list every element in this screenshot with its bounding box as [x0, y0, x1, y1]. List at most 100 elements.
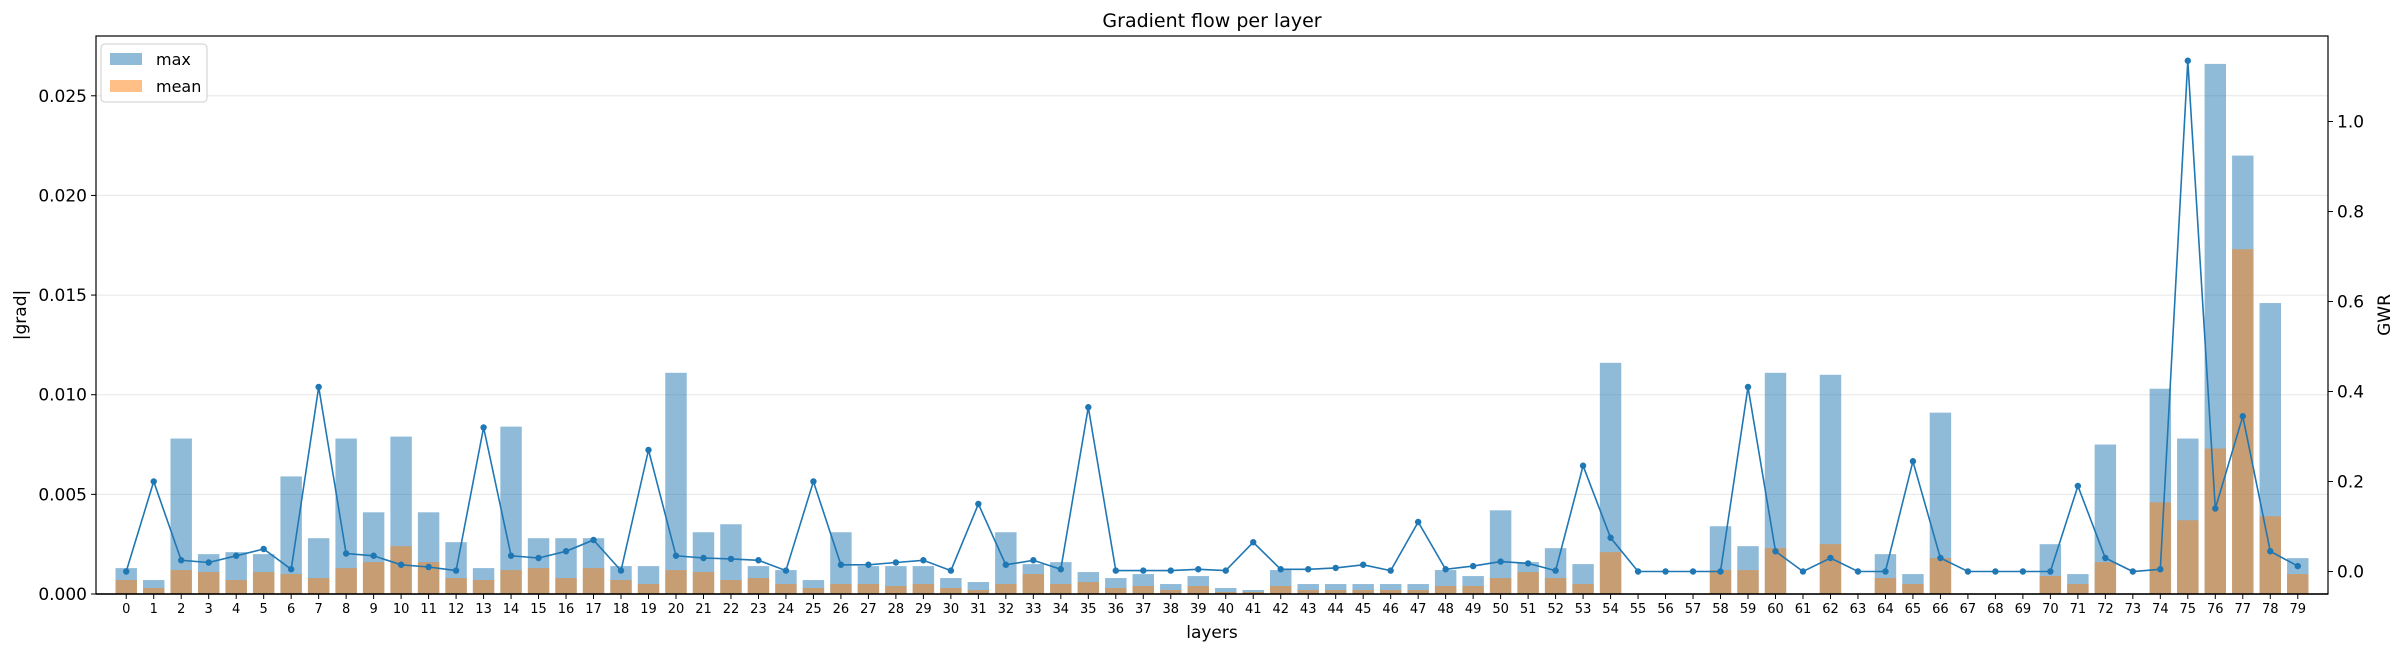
x-tick-label: 2 [177, 602, 185, 617]
gwr-point [507, 552, 515, 559]
x-tick-label: 63 [1850, 602, 1867, 617]
bar-mean [1352, 590, 1374, 594]
bar-max [665, 372, 687, 594]
x-tick-label: 65 [1905, 602, 1922, 617]
x-tick-label: 50 [1492, 602, 1509, 617]
gwr-point [755, 557, 762, 564]
gwr-point [1992, 568, 1999, 575]
gwr-point [452, 567, 460, 574]
bar-mean [115, 580, 137, 594]
bar-mean [720, 580, 742, 594]
x-tick-label: 1 [150, 602, 158, 617]
gwr-point [1799, 568, 1807, 575]
x-tick-label: 37 [1135, 602, 1152, 617]
y-tick-label: 0.010 [38, 386, 87, 406]
bar-mean [1132, 586, 1155, 594]
x-tick-label: 55 [1630, 602, 1647, 617]
x-tick-label: 32 [998, 602, 1015, 617]
bar-mean [1379, 590, 1402, 594]
x-tick-label: 43 [1300, 602, 1317, 617]
x-tick-label: 15 [530, 602, 547, 617]
bar-mean [1489, 578, 1512, 594]
legend-label-mean: mean [156, 77, 201, 96]
x-tick-label: 3 [205, 602, 213, 617]
gwr-point [1112, 567, 1119, 574]
x-tick-label: 54 [1602, 602, 1619, 617]
x-tick-label: 66 [1932, 602, 1949, 617]
x-tick-label: 38 [1162, 602, 1179, 617]
bar-mean [2232, 249, 2254, 594]
bar-mean [1902, 584, 1924, 594]
x-tick-label: 25 [805, 602, 822, 617]
x-tick-label: 24 [778, 602, 795, 617]
gwr-line [125, 60, 2299, 573]
x-tick-label: 10 [393, 602, 410, 617]
bar-max [170, 438, 192, 594]
bar-mean [143, 588, 165, 594]
gwr-point [837, 561, 845, 568]
gwr-point [1937, 554, 1944, 562]
x-tick-label: 53 [1575, 602, 1592, 617]
x-tick-label: 62 [1822, 602, 1839, 617]
bar-max [1160, 584, 1182, 594]
bar-mean [2259, 516, 2281, 594]
gwr-point [1882, 568, 1889, 575]
bar-mean [1160, 590, 1182, 594]
bar-max [1379, 584, 1402, 594]
bar-max [1407, 584, 1429, 594]
bar-mean [500, 570, 522, 594]
x-tick-label: 59 [1740, 602, 1757, 617]
gwr-point [2102, 554, 2109, 562]
gwr-point [1497, 558, 1504, 565]
gwr-point [1167, 567, 1174, 574]
x-tick-label: 56 [1657, 602, 1674, 617]
gwr-point [150, 478, 157, 485]
x-tick-label: 46 [1382, 602, 1399, 617]
gwr-point [397, 561, 405, 568]
bar-mean [197, 572, 220, 594]
y-tick-label: 0.005 [38, 485, 87, 505]
gwr-point [1085, 404, 1092, 411]
legend-swatch-max [110, 53, 142, 65]
bar-max [1297, 584, 1319, 594]
gwr-point [865, 561, 872, 568]
y-tick-label: 0.020 [38, 186, 87, 206]
bar-max [500, 426, 522, 594]
gwr-point [1634, 568, 1642, 575]
gwr-point [1579, 462, 1587, 469]
bar-mean [1517, 572, 1539, 594]
x-tick-label: 58 [1712, 602, 1729, 617]
gwr-point [2047, 568, 2054, 575]
bar-mean [1407, 590, 1429, 594]
bar-mean [170, 570, 192, 594]
gwr-point [1964, 568, 1972, 575]
x-tick-label: 22 [723, 602, 740, 617]
x-tick-label: 4 [232, 602, 240, 617]
gwr-point [920, 557, 927, 564]
legend: max mean [100, 43, 208, 103]
bar-mean [1022, 574, 1045, 594]
bar-mean [830, 584, 852, 594]
bar-mean [1599, 552, 1622, 594]
gwr-point [232, 552, 240, 559]
gwr-point [535, 554, 542, 562]
x-tick-label: 47 [1410, 602, 1427, 617]
x-tick-label: 7 [315, 602, 323, 617]
x-tick-label: 72 [2097, 602, 2114, 617]
gwr-point [123, 568, 130, 575]
gwr-point [892, 559, 900, 566]
bar-mean [527, 568, 550, 594]
bar-mean [1105, 588, 1127, 594]
chart-title: Gradient flow per layer [1102, 10, 1321, 32]
gwr-point [1744, 383, 1752, 391]
gwr-point [562, 548, 570, 555]
bar-mean [335, 568, 357, 594]
bar-mean [2039, 576, 2062, 594]
x-tick-label: 17 [585, 602, 602, 617]
gwr-point [1387, 567, 1394, 574]
bar-mean [417, 562, 440, 594]
bar-max [1324, 584, 1347, 594]
x-tick-label: 5 [260, 602, 268, 617]
bar-mean [1215, 592, 1237, 594]
